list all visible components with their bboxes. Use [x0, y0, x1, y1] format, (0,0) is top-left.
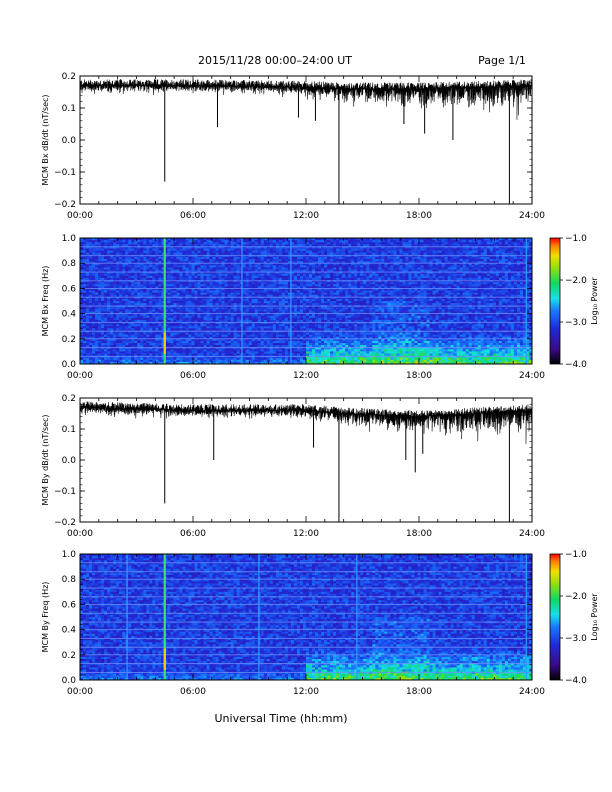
colorbar-tick-label: −4.0: [565, 676, 587, 686]
x-tick-label: 18:00: [406, 687, 432, 697]
y-axis-label: MCM Bx dB/dt (nT/sec): [41, 94, 50, 185]
x-tick-label: 00:00: [67, 211, 93, 221]
y-tick-label: 0.2: [62, 72, 76, 82]
x-tick-label: 18:00: [406, 211, 432, 221]
x-tick-label: 24:00: [519, 211, 545, 221]
y-tick-label: 0.6: [62, 284, 77, 294]
x-tick-label: 06:00: [180, 371, 206, 381]
colorbar-tick-label: −2.0: [565, 592, 587, 602]
y-tick-label: 0.4: [62, 626, 77, 636]
universal-time-label: Universal Time (hh:mm): [215, 712, 348, 725]
colorbar-tick-label: −4.0: [565, 360, 587, 370]
x-tick-label: 18:00: [406, 371, 432, 381]
y-tick-label: 0.1: [62, 104, 76, 114]
colorbar-tick-label: −3.0: [565, 318, 587, 328]
y-axis-label: MCM By dB/dt (nT/sec): [41, 414, 50, 505]
y-axis-label: MCM By Freq (Hz): [41, 582, 50, 653]
colorbar-tick-label: −1.0: [565, 550, 587, 560]
bx-dbdt-panel: 00:00 06:00 12:00 18:00 24:00 0.2 0.1 0.0 −0.1 −0…: [41, 72, 545, 221]
plot-frame: [79, 75, 533, 205]
spectrogram-cells: [80, 238, 533, 365]
x-tick-label: 00:00: [67, 529, 93, 539]
x-tick-label: 12:00: [293, 211, 319, 221]
x-tick-label: 12:00: [293, 371, 319, 381]
y-tick-label: 1.0: [62, 234, 77, 244]
y-tick-label: 0.0: [62, 676, 77, 686]
y-tick-label: −0.2: [54, 518, 76, 528]
colorbar-label: Log₁₀ Power: [590, 277, 599, 325]
y-tick-label: 0.8: [62, 259, 77, 269]
bx-spectrogram-panel: 00:00 06:00 12:00 18:00 24:00 1.0 0.8 0.6 0.4 0.2…: [41, 234, 545, 381]
y-tick-label: 0.0: [62, 360, 77, 370]
x-tick-label: 24:00: [519, 529, 545, 539]
y-tick-label: −0.2: [54, 200, 76, 210]
y-tick-label: 0.0: [62, 456, 77, 466]
spectrogram-cells: [80, 554, 533, 681]
y-tick-label: 0.2: [62, 394, 76, 404]
x-tick-label: 00:00: [67, 371, 93, 381]
plot-frame: [79, 397, 533, 523]
x-tick-label: 06:00: [180, 211, 206, 221]
colorbar-label: Log₁₀ Power: [590, 593, 599, 641]
y-tick-label: −0.1: [54, 487, 76, 497]
y-tick-label: 0.4: [62, 310, 77, 320]
y-tick-label: −0.1: [54, 168, 76, 178]
page-title: 2015/11/28 00:00–24:00 UT: [198, 54, 352, 67]
x-tick-label: 06:00: [180, 529, 206, 539]
dbdt-trace: [79, 79, 533, 120]
x-tick-label: 24:00: [519, 371, 545, 381]
y-tick-label: 0.6: [62, 600, 77, 610]
plot-frame: [79, 553, 533, 681]
colorbar-scale: [549, 237, 561, 365]
x-tick-label: 06:00: [180, 687, 206, 697]
x-tick-label: 00:00: [67, 687, 93, 697]
x-tick-label: 24:00: [519, 687, 545, 697]
x-tick-label: 18:00: [406, 529, 432, 539]
x-tick-label: 12:00: [293, 529, 319, 539]
y-tick-label: 1.0: [62, 550, 77, 560]
dbdt-trace: [79, 401, 533, 445]
y-tick-label: 0.2: [62, 335, 76, 345]
colorbar-tick-label: −1.0: [565, 234, 587, 244]
page-number: Page 1/1: [478, 54, 526, 67]
y-tick-label: 0.2: [62, 651, 76, 661]
colorbar-scale: [549, 553, 561, 681]
y-tick-label: 0.0: [62, 136, 77, 146]
by-spectrogram-panel: 00:00 06:00 12:00 18:00 24:00 1.0 0.8 0.6 0.4 0.2…: [41, 550, 545, 697]
by-dbdt-panel: 00:00 06:00 12:00 18:00 24:00 0.2 0.1 0.0 −0.1 −0…: [41, 394, 545, 539]
y-tick-label: 0.1: [62, 425, 76, 435]
y-tick-label: 0.8: [62, 575, 77, 585]
by-colorbar: −1.0 −2.0 −3.0 −4.0 Log₁₀ Power: [549, 550, 599, 686]
y-axis-label: MCM Bx Freq (Hz): [41, 266, 50, 337]
colorbar-tick-label: −2.0: [565, 276, 587, 286]
plot-frame: [79, 237, 533, 365]
bx-colorbar: −1.0 −2.0 −3.0 −4.0 Log₁₀ Power: [549, 234, 599, 370]
x-tick-label: 12:00: [293, 687, 319, 697]
colorbar-tick-label: −3.0: [565, 634, 587, 644]
